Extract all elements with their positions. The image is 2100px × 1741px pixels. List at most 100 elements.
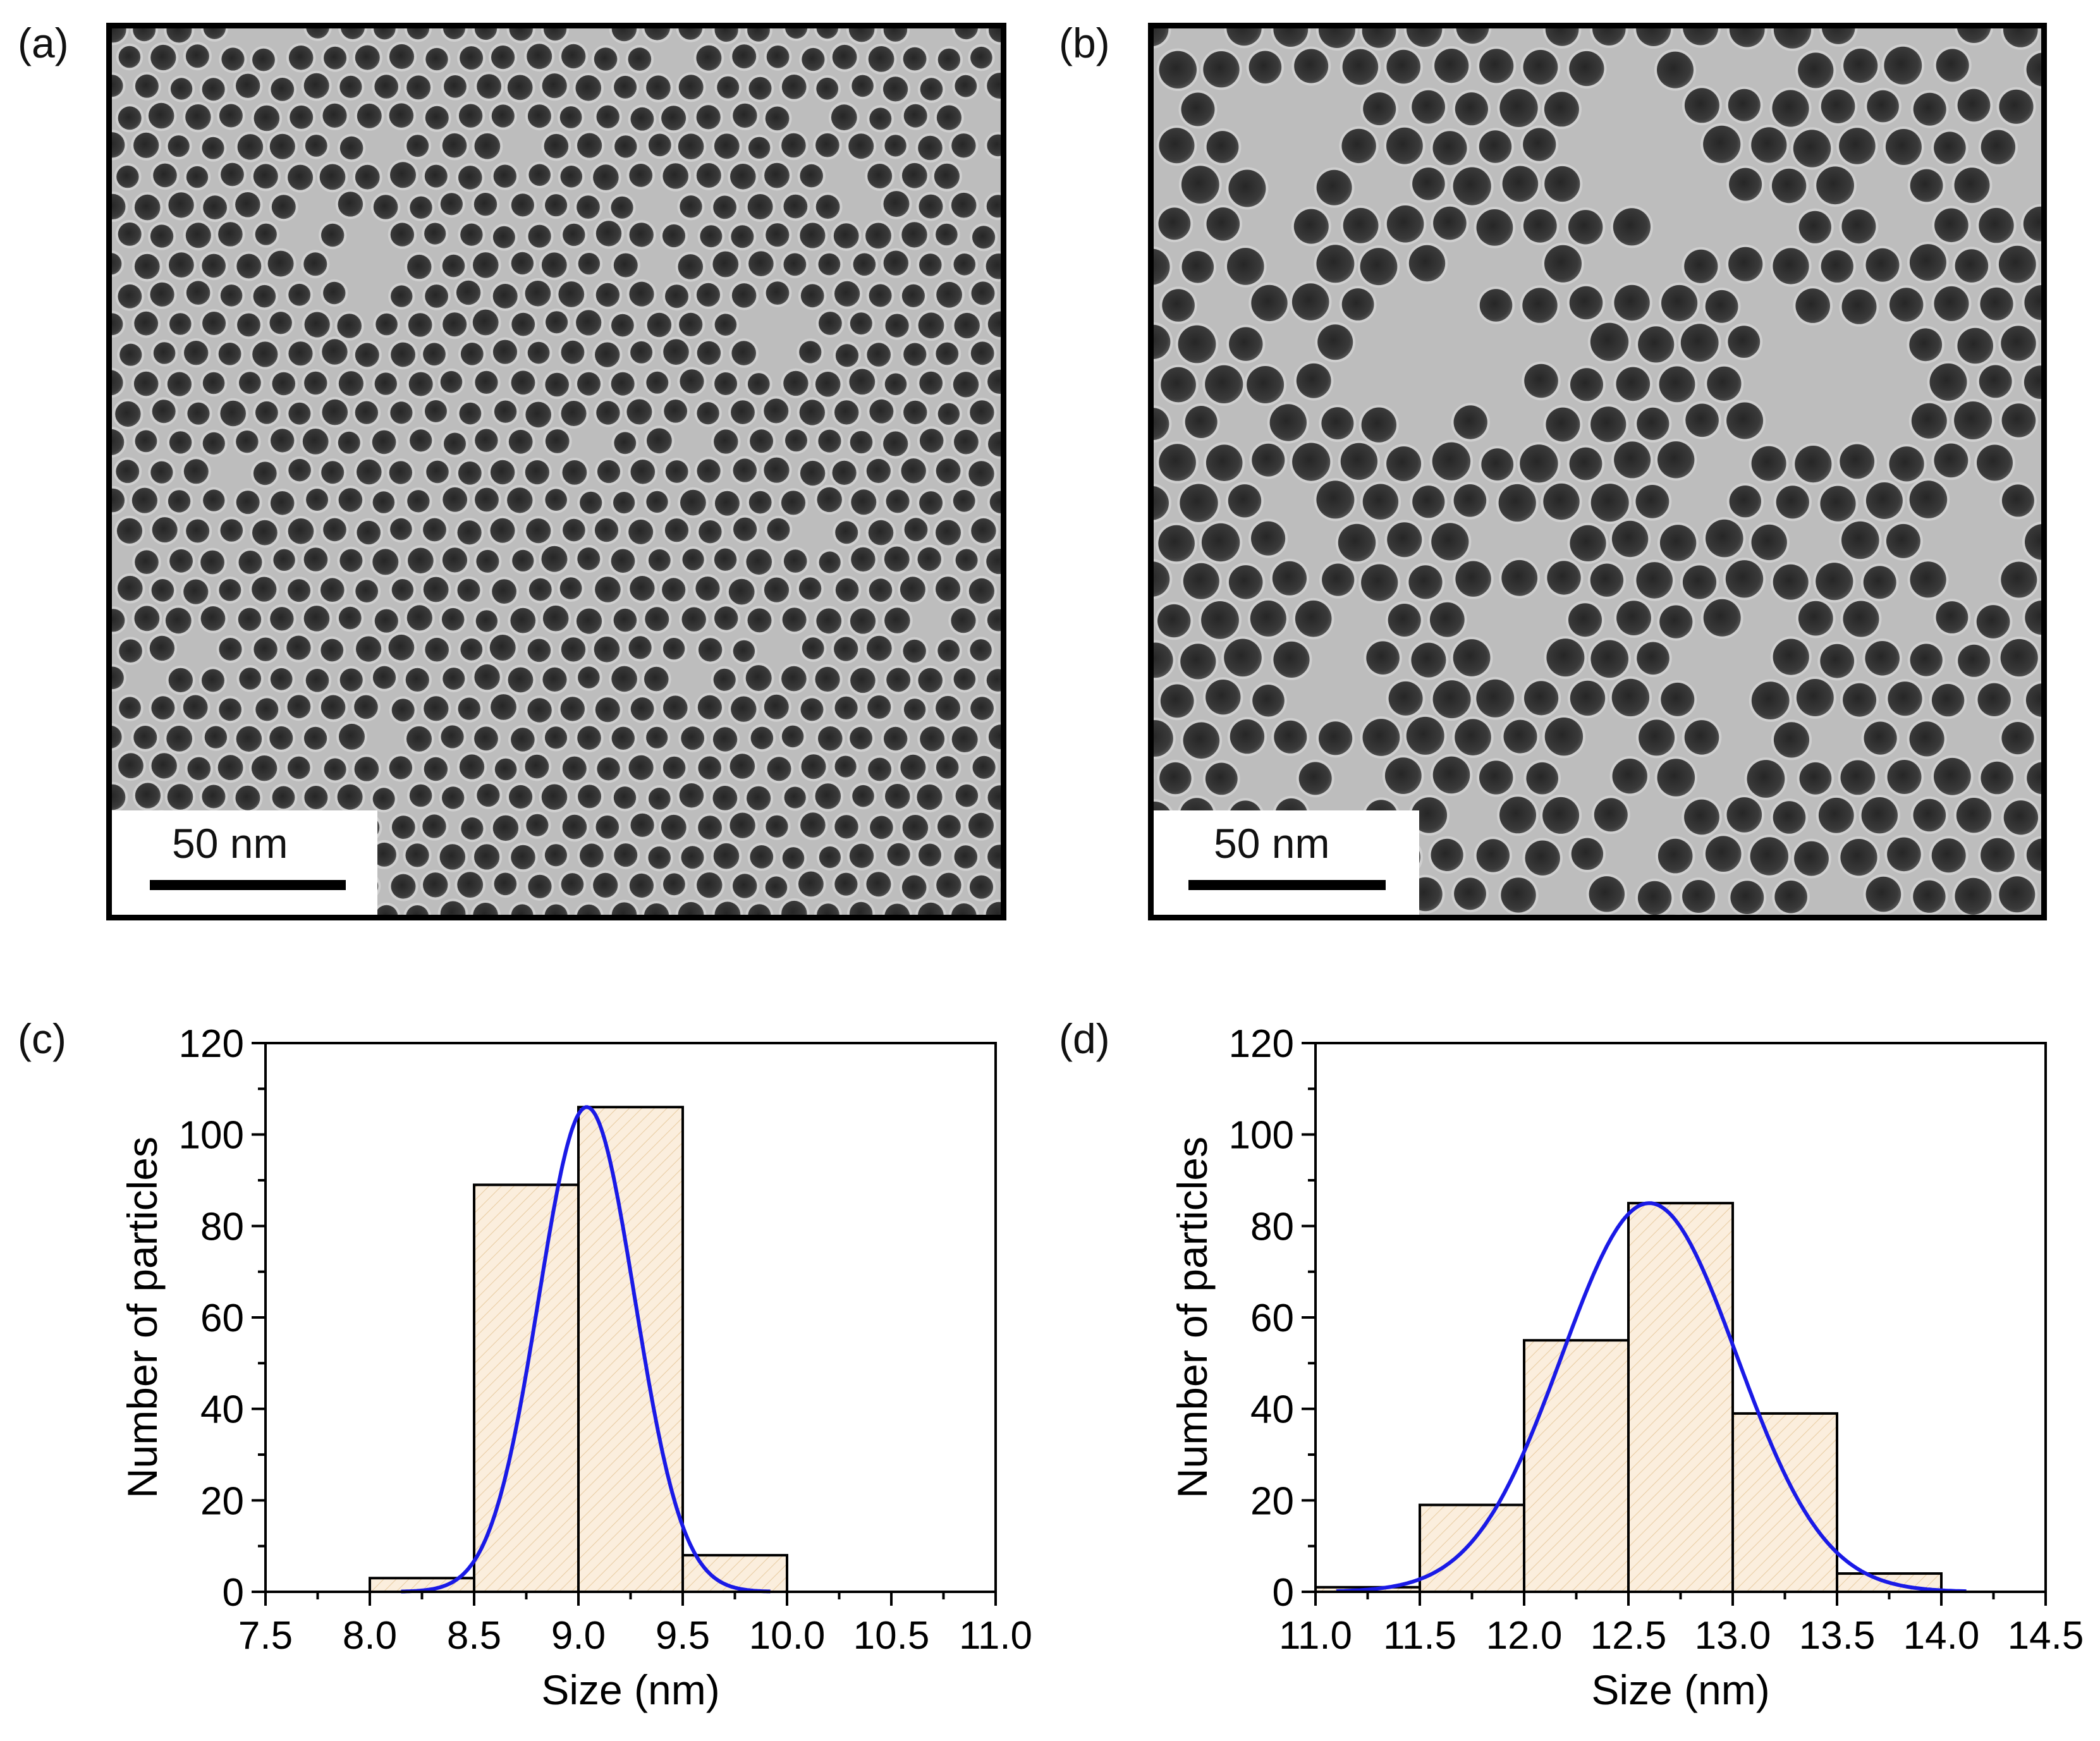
- nanoparticle: [662, 756, 686, 779]
- nanoparticle: [626, 399, 652, 425]
- nanoparticle: [848, 133, 874, 159]
- nanoparticle: [443, 668, 465, 690]
- nanoparticle: [1476, 209, 1513, 246]
- nanoparticle: [1657, 51, 1694, 89]
- nanoparticle: [883, 28, 908, 42]
- nanoparticle: [1798, 211, 1831, 243]
- nanoparticle: [986, 669, 1001, 692]
- nanoparticle: [1453, 405, 1487, 439]
- nanoparticle: [731, 696, 757, 722]
- nanoparticle: [968, 812, 994, 838]
- nanoparticle: [1291, 283, 1329, 321]
- nanoparticle: [1433, 206, 1467, 240]
- nanoparticle: [337, 784, 363, 810]
- nanoparticle: [1178, 325, 1216, 363]
- nanoparticle: [918, 135, 943, 161]
- scale-label-a: 50 nm: [172, 820, 288, 867]
- nanoparticle: [1180, 484, 1218, 522]
- nanoparticle: [989, 491, 1001, 514]
- x-tick-label: 13.5: [1799, 1614, 1876, 1658]
- nanoparticle: [561, 401, 587, 426]
- nanoparticle: [613, 786, 637, 809]
- y-tick-label: 20: [1250, 1479, 1294, 1523]
- nanoparticle: [405, 668, 429, 692]
- nanoparticle: [745, 665, 772, 692]
- nanoparticle: [319, 164, 346, 190]
- nanoparticle: [1936, 601, 1969, 633]
- nanoparticle: [235, 192, 260, 217]
- tem-micrograph-a: [112, 28, 1001, 915]
- nanoparticle: [750, 845, 774, 869]
- nanoparticle: [2025, 683, 2041, 717]
- nanoparticle: [323, 518, 346, 542]
- panel-a-letter: (a): [18, 20, 69, 66]
- nanoparticle: [815, 372, 841, 397]
- nanoparticle: [1154, 486, 1169, 520]
- nanoparticle: [1296, 363, 1331, 398]
- nanoparticle: [748, 137, 771, 159]
- nanoparticle: [951, 133, 976, 158]
- nanoparticle: [866, 872, 891, 897]
- nanoparticle: [937, 815, 961, 838]
- nanoparticle: [218, 222, 243, 247]
- nanoparticle: [630, 576, 655, 601]
- nanoparticle: [286, 635, 311, 660]
- nanoparticle: [1864, 721, 1897, 755]
- nanoparticle: [648, 133, 671, 157]
- nanoparticle: [118, 753, 143, 779]
- nanoparticle: [444, 432, 466, 455]
- nanoparticle: [747, 786, 771, 810]
- nanoparticle: [648, 846, 671, 869]
- y-tick-label: 80: [1250, 1205, 1294, 1249]
- nanoparticle: [696, 163, 721, 188]
- nanoparticle: [1205, 762, 1238, 795]
- nanoparticle: [1707, 366, 1742, 401]
- x-tick-label: 8.5: [447, 1614, 501, 1658]
- nanoparticle: [440, 193, 463, 216]
- nanoparticle: [800, 284, 824, 308]
- nanoparticle: [528, 874, 552, 898]
- nanoparticle: [594, 518, 619, 542]
- nanoparticle: [817, 903, 839, 915]
- nanoparticle: [1203, 51, 1240, 88]
- nanoparticle: [1388, 681, 1423, 716]
- nanoparticle: [1501, 877, 1536, 913]
- nanoparticle: [988, 431, 1001, 457]
- nanoparticle: [576, 310, 602, 336]
- nanoparticle: [1841, 209, 1876, 244]
- y-tick-label: 120: [179, 1022, 244, 1066]
- nanoparticle: [1934, 131, 1966, 164]
- nanoparticle: [1590, 322, 1629, 361]
- nanoparticle: [904, 518, 928, 542]
- nanoparticle: [799, 400, 826, 425]
- nanoparticle: [1705, 290, 1738, 323]
- nanoparticle: [953, 372, 979, 398]
- nanoparticle: [1957, 89, 1991, 122]
- nanoparticle: [1499, 89, 1538, 127]
- nanoparticle: [1479, 289, 1513, 322]
- nanoparticle: [1361, 564, 1398, 601]
- nanoparticle: [1501, 559, 1538, 596]
- nanoparticle: [459, 402, 482, 425]
- nanoparticle: [781, 491, 806, 515]
- nanoparticle: [1408, 245, 1446, 282]
- nanoparticle: [971, 281, 995, 305]
- nanoparticle: [630, 813, 654, 837]
- nanoparticle: [1502, 166, 1539, 202]
- nanoparticle: [304, 312, 330, 338]
- x-tick-label: 9.0: [551, 1614, 606, 1658]
- nanoparticle: [1361, 407, 1396, 443]
- nanoparticle: [148, 102, 174, 129]
- nanoparticle: [680, 489, 706, 516]
- nanoparticle: [1594, 798, 1628, 832]
- nanoparticle: [1636, 28, 1671, 46]
- nanoparticle: [303, 606, 330, 632]
- nanoparticle: [918, 902, 944, 915]
- nanoparticle: [1590, 563, 1624, 597]
- nanoparticle: [1386, 49, 1420, 84]
- nanoparticle: [1274, 720, 1307, 754]
- nanoparticle: [474, 664, 500, 690]
- x-tick-label: 11.5: [1383, 1614, 1456, 1658]
- nanoparticle: [1773, 722, 1810, 758]
- nanoparticle: [919, 843, 941, 867]
